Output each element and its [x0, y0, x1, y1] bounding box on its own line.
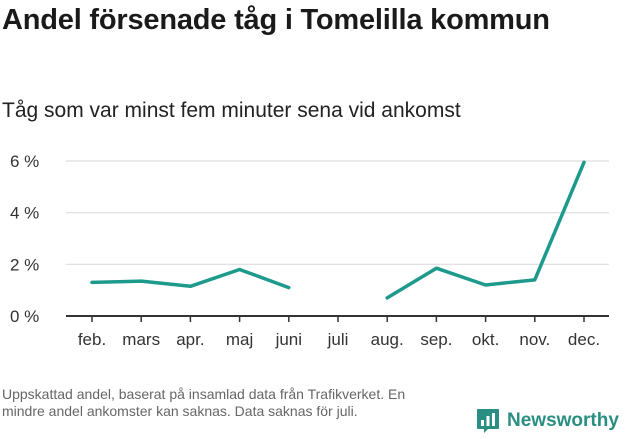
x-tick-label: sep.: [420, 330, 452, 349]
x-tick-label: juli: [327, 330, 349, 349]
brand-name: Newsworthy: [507, 410, 619, 431]
chart-subtitle: Tåg som var minst fem minuter sena vid a…: [2, 99, 461, 122]
y-tick-label: 2 %: [10, 255, 39, 274]
line-chart: 0 % 2 % 4 % 6 % feb. mars apr. maj juni juli aug. s…: [10, 152, 609, 349]
y-tick-label: 0 %: [10, 307, 39, 326]
series-line-segment-0: [90, 267, 291, 290]
chart-title: Andel försenade tåg i Tomelilla kommun: [2, 4, 550, 36]
x-tick-label: dec.: [568, 330, 600, 349]
source-footnote: Uppskattad andel, baserat på insamlad da…: [2, 386, 406, 419]
y-tick-label: 6 %: [10, 152, 39, 171]
x-tick-label: aug.: [371, 330, 404, 349]
newsworthy-brand[interactable]: Newsworthy: [476, 408, 619, 434]
y-tick-label: 4 %: [10, 204, 39, 223]
x-tick-label: feb.: [78, 330, 106, 349]
x-tick-label: nov.: [519, 330, 550, 349]
bar-chart-logo-icon: [477, 409, 499, 433]
x-tick-label: maj: [226, 330, 253, 349]
series-line-segment-1: [385, 160, 586, 300]
x-tick-label: apr.: [176, 330, 204, 349]
x-tick-label: juni: [275, 330, 302, 349]
x-tick-label: mars: [122, 330, 160, 349]
x-tick-label: okt.: [472, 330, 499, 349]
